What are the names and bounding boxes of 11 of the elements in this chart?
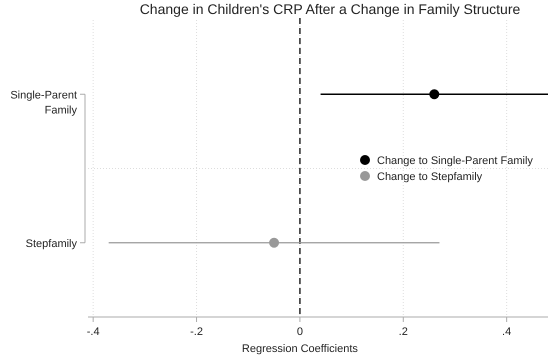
x-tick-label: -.2 (190, 326, 203, 338)
x-tick-label: 0 (296, 326, 303, 338)
legend-label: Change to Stepfamily (377, 171, 483, 183)
chart-title: Change in Children's CRP After a Change in Family Structure (140, 1, 521, 17)
x-tick-label: .2 (398, 326, 408, 338)
legend-label: Change to Single-Parent Family (377, 155, 534, 167)
x-tick-label: .4 (502, 326, 512, 338)
x-axis-title: Regression Coefficients (242, 343, 358, 355)
y-tick-label: Stepfamily (26, 238, 78, 250)
y-tick-label: Single-Parent Family (10, 89, 78, 116)
x-tick-label: -.4 (86, 326, 100, 338)
